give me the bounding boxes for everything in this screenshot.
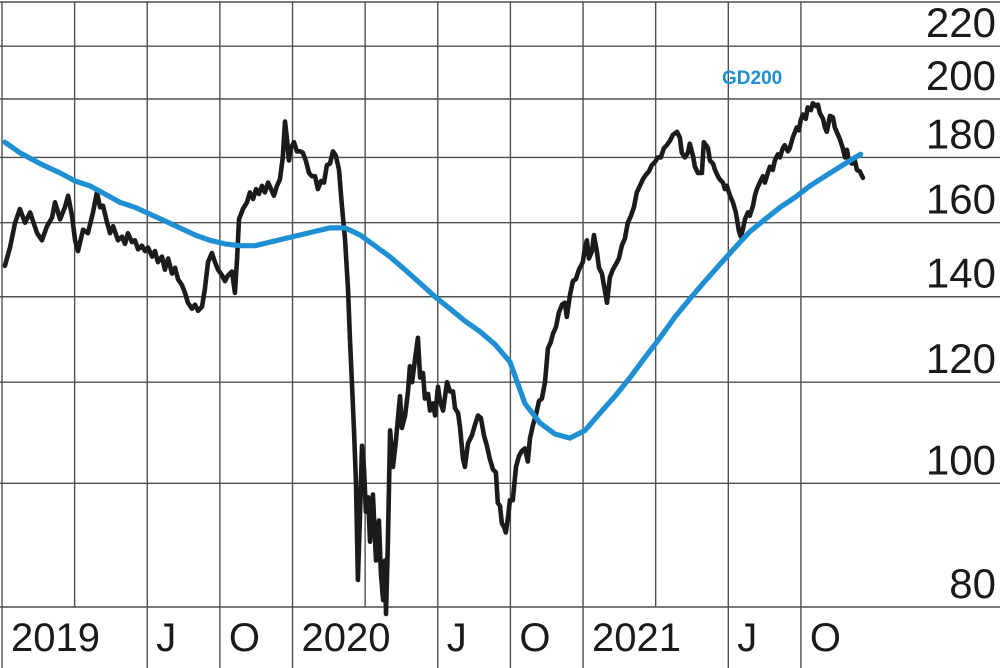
x-tick-label-2020-m12: 2020 — [302, 616, 391, 660]
x-tick-label-O-m33: O — [810, 616, 841, 660]
x-tick-label-2019-m0: 2019 — [11, 616, 100, 660]
x-tick-label-J-m6: J — [156, 616, 176, 660]
x-tick-label-O-m21: O — [519, 616, 550, 660]
y-tick-label-220: 220 — [926, 0, 996, 46]
x-tick-label-2021-m24: 2021 — [592, 616, 681, 660]
y-tick-label-180: 180 — [926, 110, 996, 157]
gd200-legend-label: GD200 — [722, 68, 783, 89]
y-tick-label-80: 80 — [949, 560, 996, 607]
y-tick-label-120: 120 — [926, 335, 996, 382]
y-tick-label-100: 100 — [926, 436, 996, 483]
y-tick-label-200: 200 — [926, 52, 996, 99]
y-tick-label-160: 160 — [926, 176, 996, 223]
x-tick-label-J-m30: J — [737, 616, 757, 660]
x-tick-label-J-m18: J — [447, 616, 467, 660]
y-tick-label-140: 140 — [926, 250, 996, 297]
series-lines — [2, 100, 866, 617]
price-line — [2, 100, 866, 617]
x-tick-label-O-m9: O — [229, 616, 260, 660]
gd200-line — [2, 139, 864, 441]
axis-labels: 220 200 180 160 140 120 100 80 2019 J O 2020 J O 2021 J… — [11, 0, 996, 660]
